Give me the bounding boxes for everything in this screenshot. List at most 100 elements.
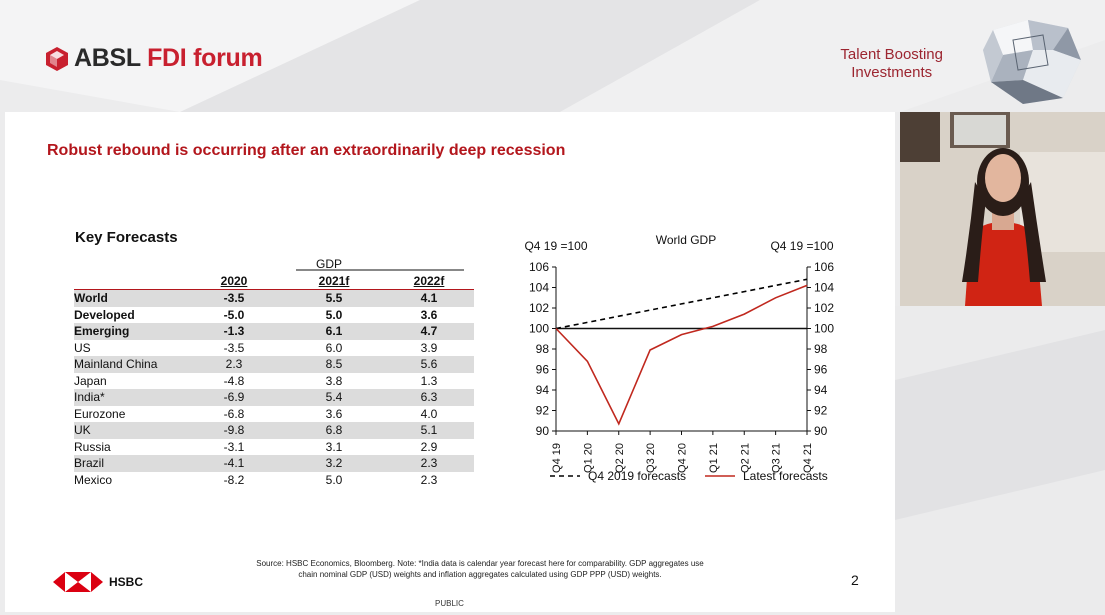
world-gdp-chart: World GDP Q4 19 =100 Q4 19 =100 90 90 92 92… xyxy=(524,233,834,483)
y-tick-label-left: 102 xyxy=(529,301,549,315)
table-row: Developed -5.0 5.0 3.6 xyxy=(74,307,474,324)
y-tick-label-left: 90 xyxy=(536,424,550,438)
cell-2022f: 5.6 xyxy=(384,356,474,373)
y-tick-label-left: 104 xyxy=(529,281,549,295)
cell-2020: -3.1 xyxy=(223,439,245,454)
cell-2022f: 2.3 xyxy=(420,472,438,487)
cell-2022f: 1.3 xyxy=(420,373,438,388)
x-tick-label: Q4 19 xyxy=(551,443,563,473)
row-label: India* xyxy=(74,389,184,406)
table-row: Russia -3.1 3.1 2.9 xyxy=(74,439,474,456)
cell-2020: -3.5 xyxy=(184,289,284,307)
row-label: US xyxy=(74,340,91,355)
row-label: Eurozone xyxy=(74,406,126,421)
hsbc-logo: HSBC xyxy=(53,572,143,592)
legend-label: Q4 2019 forecasts xyxy=(588,469,686,483)
y-axis-label-right: Q4 19 =100 xyxy=(770,239,833,253)
cell-2021f: 6.8 xyxy=(284,422,384,439)
cell-2021f: 5.0 xyxy=(325,307,343,322)
cell-2022f: 2.9 xyxy=(420,439,438,454)
y-tick-label-left: 92 xyxy=(536,404,550,418)
table-row: Brazil -4.1 3.2 2.3 xyxy=(74,455,474,472)
table-row: Mainland China 2.3 8.5 5.6 xyxy=(74,356,474,373)
cell-2020: -3.5 xyxy=(223,340,245,355)
table-row: UK -9.8 6.8 5.1 xyxy=(74,422,474,439)
row-label: Brazil xyxy=(74,455,184,472)
cell-2021f: 8.5 xyxy=(284,356,384,373)
y-tick-label-right: 104 xyxy=(814,281,834,295)
year-header-row: 2020 2021f 2022f xyxy=(74,272,474,290)
cell-2022f: 3.6 xyxy=(420,307,438,322)
table-row: World -3.5 5.5 4.1 xyxy=(74,289,474,307)
gdp-header: GDP xyxy=(315,257,342,271)
row-label: Russia xyxy=(74,439,111,454)
y-axis-label-left: Q4 19 =100 xyxy=(524,239,587,253)
series-line xyxy=(555,278,808,330)
cell-2020: -6.8 xyxy=(223,406,245,421)
cell-2021f: 3.6 xyxy=(325,406,343,421)
cell-2021f: 3.8 xyxy=(325,373,343,388)
source-line2: chain nominal GDP (USD) weights and infl… xyxy=(298,569,662,579)
absl-fdi-logo: ABSL FDI forum xyxy=(46,44,263,73)
x-tick-label: Q3 20 xyxy=(645,443,657,473)
table-title: Key Forecasts xyxy=(75,229,178,246)
page-number: 2 xyxy=(851,572,859,588)
cell-2022f: 4.7 xyxy=(384,323,474,340)
row-label: World xyxy=(74,289,184,307)
y-tick-label-left: 100 xyxy=(529,322,549,336)
y-tick-label-right: 106 xyxy=(814,260,834,274)
logo-text: ABSL FDI forum xyxy=(74,44,263,73)
talent-tagline: Talent Boosting Investments xyxy=(840,46,943,82)
row-label: Developed xyxy=(74,307,135,322)
cell-2022f: 6.3 xyxy=(384,389,474,406)
y-tick-label-left: 106 xyxy=(529,260,549,274)
x-tick-label: Q4 20 xyxy=(677,443,689,473)
forecast-table: GDP 2020 2021f 2022f World -3.5 5.5 4.1 Dev… xyxy=(74,256,474,488)
y-tick-label-right: 96 xyxy=(814,363,828,377)
y-tick-label-right: 100 xyxy=(814,322,834,336)
y-tick-label-right: 98 xyxy=(814,342,828,356)
cell-2021f: 3.2 xyxy=(284,455,384,472)
tagline-line1: Talent Boosting xyxy=(840,46,943,63)
table-row: Eurozone -6.8 3.6 4.0 xyxy=(74,406,474,423)
diamond-graphic xyxy=(983,20,1081,104)
cell-2020: -5.0 xyxy=(223,307,245,322)
classification-label: PUBLIC xyxy=(435,599,464,608)
cell-2022f: 2.3 xyxy=(384,455,474,472)
hsbc-hexagon-icon xyxy=(53,572,103,592)
x-tick-label: Q1 20 xyxy=(582,443,594,473)
y-tick-label-right: 90 xyxy=(814,424,828,438)
cell-2021f: 6.1 xyxy=(284,323,384,340)
cell-2020: -4.1 xyxy=(184,455,284,472)
gdp-header-rule xyxy=(296,269,464,271)
tagline-line2: Investments xyxy=(851,64,933,81)
y-tick-label-right: 102 xyxy=(814,301,834,315)
y-tick-label-left: 96 xyxy=(536,363,550,377)
table-row: Mexico -8.2 5.0 2.3 xyxy=(74,472,474,489)
x-tick-label: Q4 21 xyxy=(802,443,814,473)
legend-label: Latest forecasts xyxy=(743,469,828,483)
presentation-slide: Robust rebound is occurring after an ext… xyxy=(5,112,895,612)
cell-2021f: 5.5 xyxy=(284,289,384,307)
x-tick-label: Q3 21 xyxy=(771,443,783,473)
y-tick-label-right: 92 xyxy=(814,404,828,418)
source-note: Source: HSBC Economics, Bloomberg. Note:… xyxy=(235,559,725,580)
y-tick-label-right: 94 xyxy=(814,383,828,397)
col-header-2021f: 2021f xyxy=(284,272,384,290)
series-line xyxy=(555,284,808,426)
table-row: US -3.5 6.0 3.9 xyxy=(74,340,474,357)
table-row: Emerging -1.3 6.1 4.7 xyxy=(74,323,474,340)
hexagon-icon xyxy=(46,46,68,71)
y-tick-label-left: 98 xyxy=(536,342,550,356)
cell-2022f: 3.9 xyxy=(420,340,438,355)
logo-accent: FDI forum xyxy=(147,44,263,72)
col-header-2020: 2020 xyxy=(184,272,284,290)
cell-2022f: 4.0 xyxy=(420,406,438,421)
x-tick-label: Q1 21 xyxy=(708,443,720,473)
y-tick-label-left: 94 xyxy=(536,383,550,397)
source-line1: Source: HSBC Economics, Bloomberg. Note:… xyxy=(256,559,704,568)
hsbc-text: HSBC xyxy=(109,575,144,589)
cell-2022f: 5.1 xyxy=(384,422,474,439)
col-header-2022f: 2022f xyxy=(384,272,474,290)
